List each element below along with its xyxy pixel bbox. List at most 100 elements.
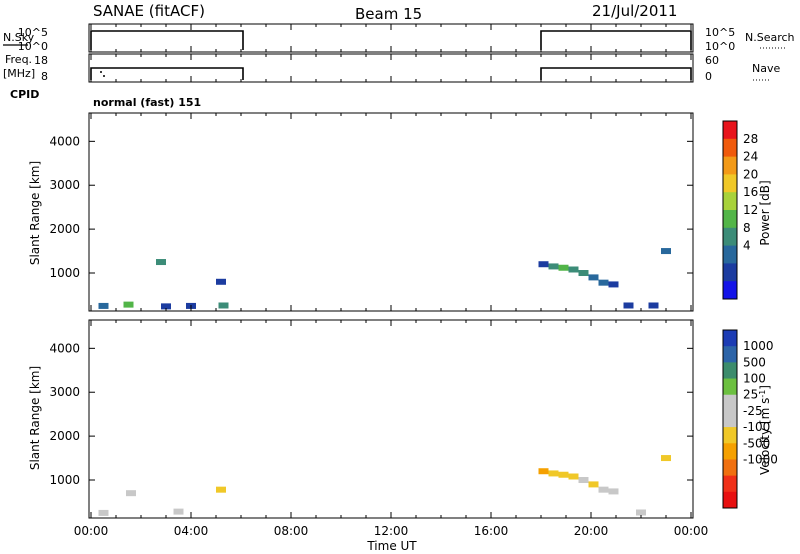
colorbar-swatch	[723, 156, 737, 175]
data-cell	[636, 509, 646, 516]
colorbar-swatch	[723, 410, 737, 428]
time-tick-label: 12:00	[374, 524, 409, 538]
range-tick-label: 1000	[49, 266, 80, 280]
power-colorbar: 28 24 20 16 12 8 4	[722, 120, 758, 300]
noise-right-tick-bottom: 10^0	[705, 40, 735, 53]
noise-right-tick-top: 10^5	[705, 26, 735, 39]
data-cell	[608, 281, 619, 288]
nave-label: Nave	[752, 62, 780, 75]
velocity-colorbar-label-sup: -1	[758, 390, 767, 398]
time-tick-label: 00:00	[674, 524, 709, 538]
time-tick-label: 16:00	[474, 524, 509, 538]
colorbar-tick-label: 28	[743, 132, 758, 146]
data-cell	[598, 279, 609, 286]
colorbar-swatch	[723, 378, 737, 396]
data-cell	[661, 248, 671, 255]
velocity-data-marks	[98, 455, 671, 516]
range-tick-label: 3000	[49, 178, 80, 192]
colorbar-tick-label: 20	[743, 167, 758, 181]
colorbar-tick-label: -1000	[743, 452, 778, 466]
colorbar-tick-label: 500	[743, 355, 766, 369]
colorbar-swatch	[723, 459, 737, 477]
data-cell	[161, 303, 171, 310]
colorbar-tick-label: 16	[743, 185, 758, 199]
velocity-colorbar-label-end: ]	[758, 385, 772, 390]
range-tick-label: 4000	[49, 341, 80, 355]
time-tick-label: 20:00	[574, 524, 609, 538]
station-title: SANAE (fitACF)	[93, 2, 205, 20]
date-label: 21/Jul/2011	[592, 2, 677, 20]
time-axis: 00:00 04:00 08:00 12:00 16:00 20:00 00:00	[74, 24, 709, 538]
freq-tick-top: 18	[34, 54, 48, 67]
colorbar-swatch	[723, 346, 737, 363]
range-tick-label: 2000	[49, 429, 80, 443]
colorbar-tick-label: 4	[743, 239, 751, 253]
noise-left-tick-top: 10^5	[18, 26, 48, 39]
colorbar-swatch	[723, 263, 737, 282]
data-cell	[548, 470, 559, 477]
data-cell	[598, 486, 609, 493]
time-tick-label: 00:00	[74, 524, 109, 538]
freq-unit-label: [MHz]	[3, 67, 35, 80]
data-cell	[588, 274, 599, 281]
data-cell	[123, 301, 134, 308]
colorbar-tick-label: 100	[743, 372, 766, 386]
time-axis-label: Time UT	[366, 539, 417, 553]
colorbar-tick-label: -500	[743, 436, 770, 450]
velocity-colorbar-label-main: Velocity [m s	[758, 398, 772, 475]
time-tick-label: 08:00	[274, 524, 309, 538]
data-cell	[623, 302, 634, 309]
colorbar-swatch	[723, 121, 737, 140]
colorbar-swatch	[723, 475, 737, 493]
beam-label: Beam 15	[355, 5, 422, 23]
colorbar-swatch	[723, 443, 737, 460]
data-cell	[548, 263, 559, 270]
freq-series-1	[90, 67, 244, 80]
range-tick-label: 4000	[49, 134, 80, 148]
power-axis-ticks: 4000 3000 2000 1000	[49, 134, 693, 280]
data-cell	[538, 468, 549, 475]
time-tick-label: 04:00	[174, 524, 209, 538]
nsky-series-1	[90, 30, 244, 50]
colorbar-tick-label: 1000	[743, 339, 774, 353]
colorbar-tick-label: 12	[743, 203, 758, 217]
data-cell	[126, 490, 136, 497]
colorbar-swatch	[723, 330, 737, 347]
colorbar-tick-label: -100	[743, 420, 770, 434]
data-cell	[558, 264, 569, 271]
data-cell	[218, 302, 229, 309]
velocity-axis-ticks: 4000 3000 2000 1000	[49, 341, 693, 487]
data-cell	[156, 259, 166, 266]
freq-series-2	[540, 67, 692, 80]
data-cell	[648, 302, 659, 309]
velocity-ylabel: Slant Range [km]	[28, 366, 42, 470]
data-cell	[216, 486, 226, 493]
data-cell	[98, 302, 109, 309]
data-cell	[578, 270, 589, 277]
cpid-label: CPID	[10, 88, 39, 101]
power-data-marks	[98, 248, 671, 310]
colorbar-swatch	[723, 227, 737, 247]
data-cell	[661, 455, 671, 462]
velocity-colorbar: 1000 500 100 25 -25 -100 -500 -1000	[722, 329, 778, 509]
nsearch-label: N.Search	[745, 31, 795, 44]
freq-outlier-1	[100, 71, 102, 73]
colorbar-swatch	[723, 427, 737, 444]
colorbar-tick-label: 8	[743, 221, 751, 235]
freq-label: Freq.	[5, 53, 32, 66]
data-cell	[173, 508, 184, 515]
freq-tick-bottom: 8	[41, 70, 48, 83]
colorbar-swatch	[723, 362, 737, 380]
data-cell	[98, 509, 109, 516]
power-colorbar-label: Power [dB]	[758, 180, 772, 245]
data-cell	[588, 481, 599, 488]
colorbar-swatch	[723, 245, 737, 264]
cpid-text: normal (fast) 151	[93, 96, 201, 109]
data-cell	[568, 266, 579, 273]
colorbar-swatch	[723, 138, 737, 158]
colorbar-swatch	[723, 192, 737, 211]
data-cell	[558, 471, 569, 478]
colorbar-frame	[722, 120, 738, 300]
freq-outlier-2	[103, 75, 105, 77]
